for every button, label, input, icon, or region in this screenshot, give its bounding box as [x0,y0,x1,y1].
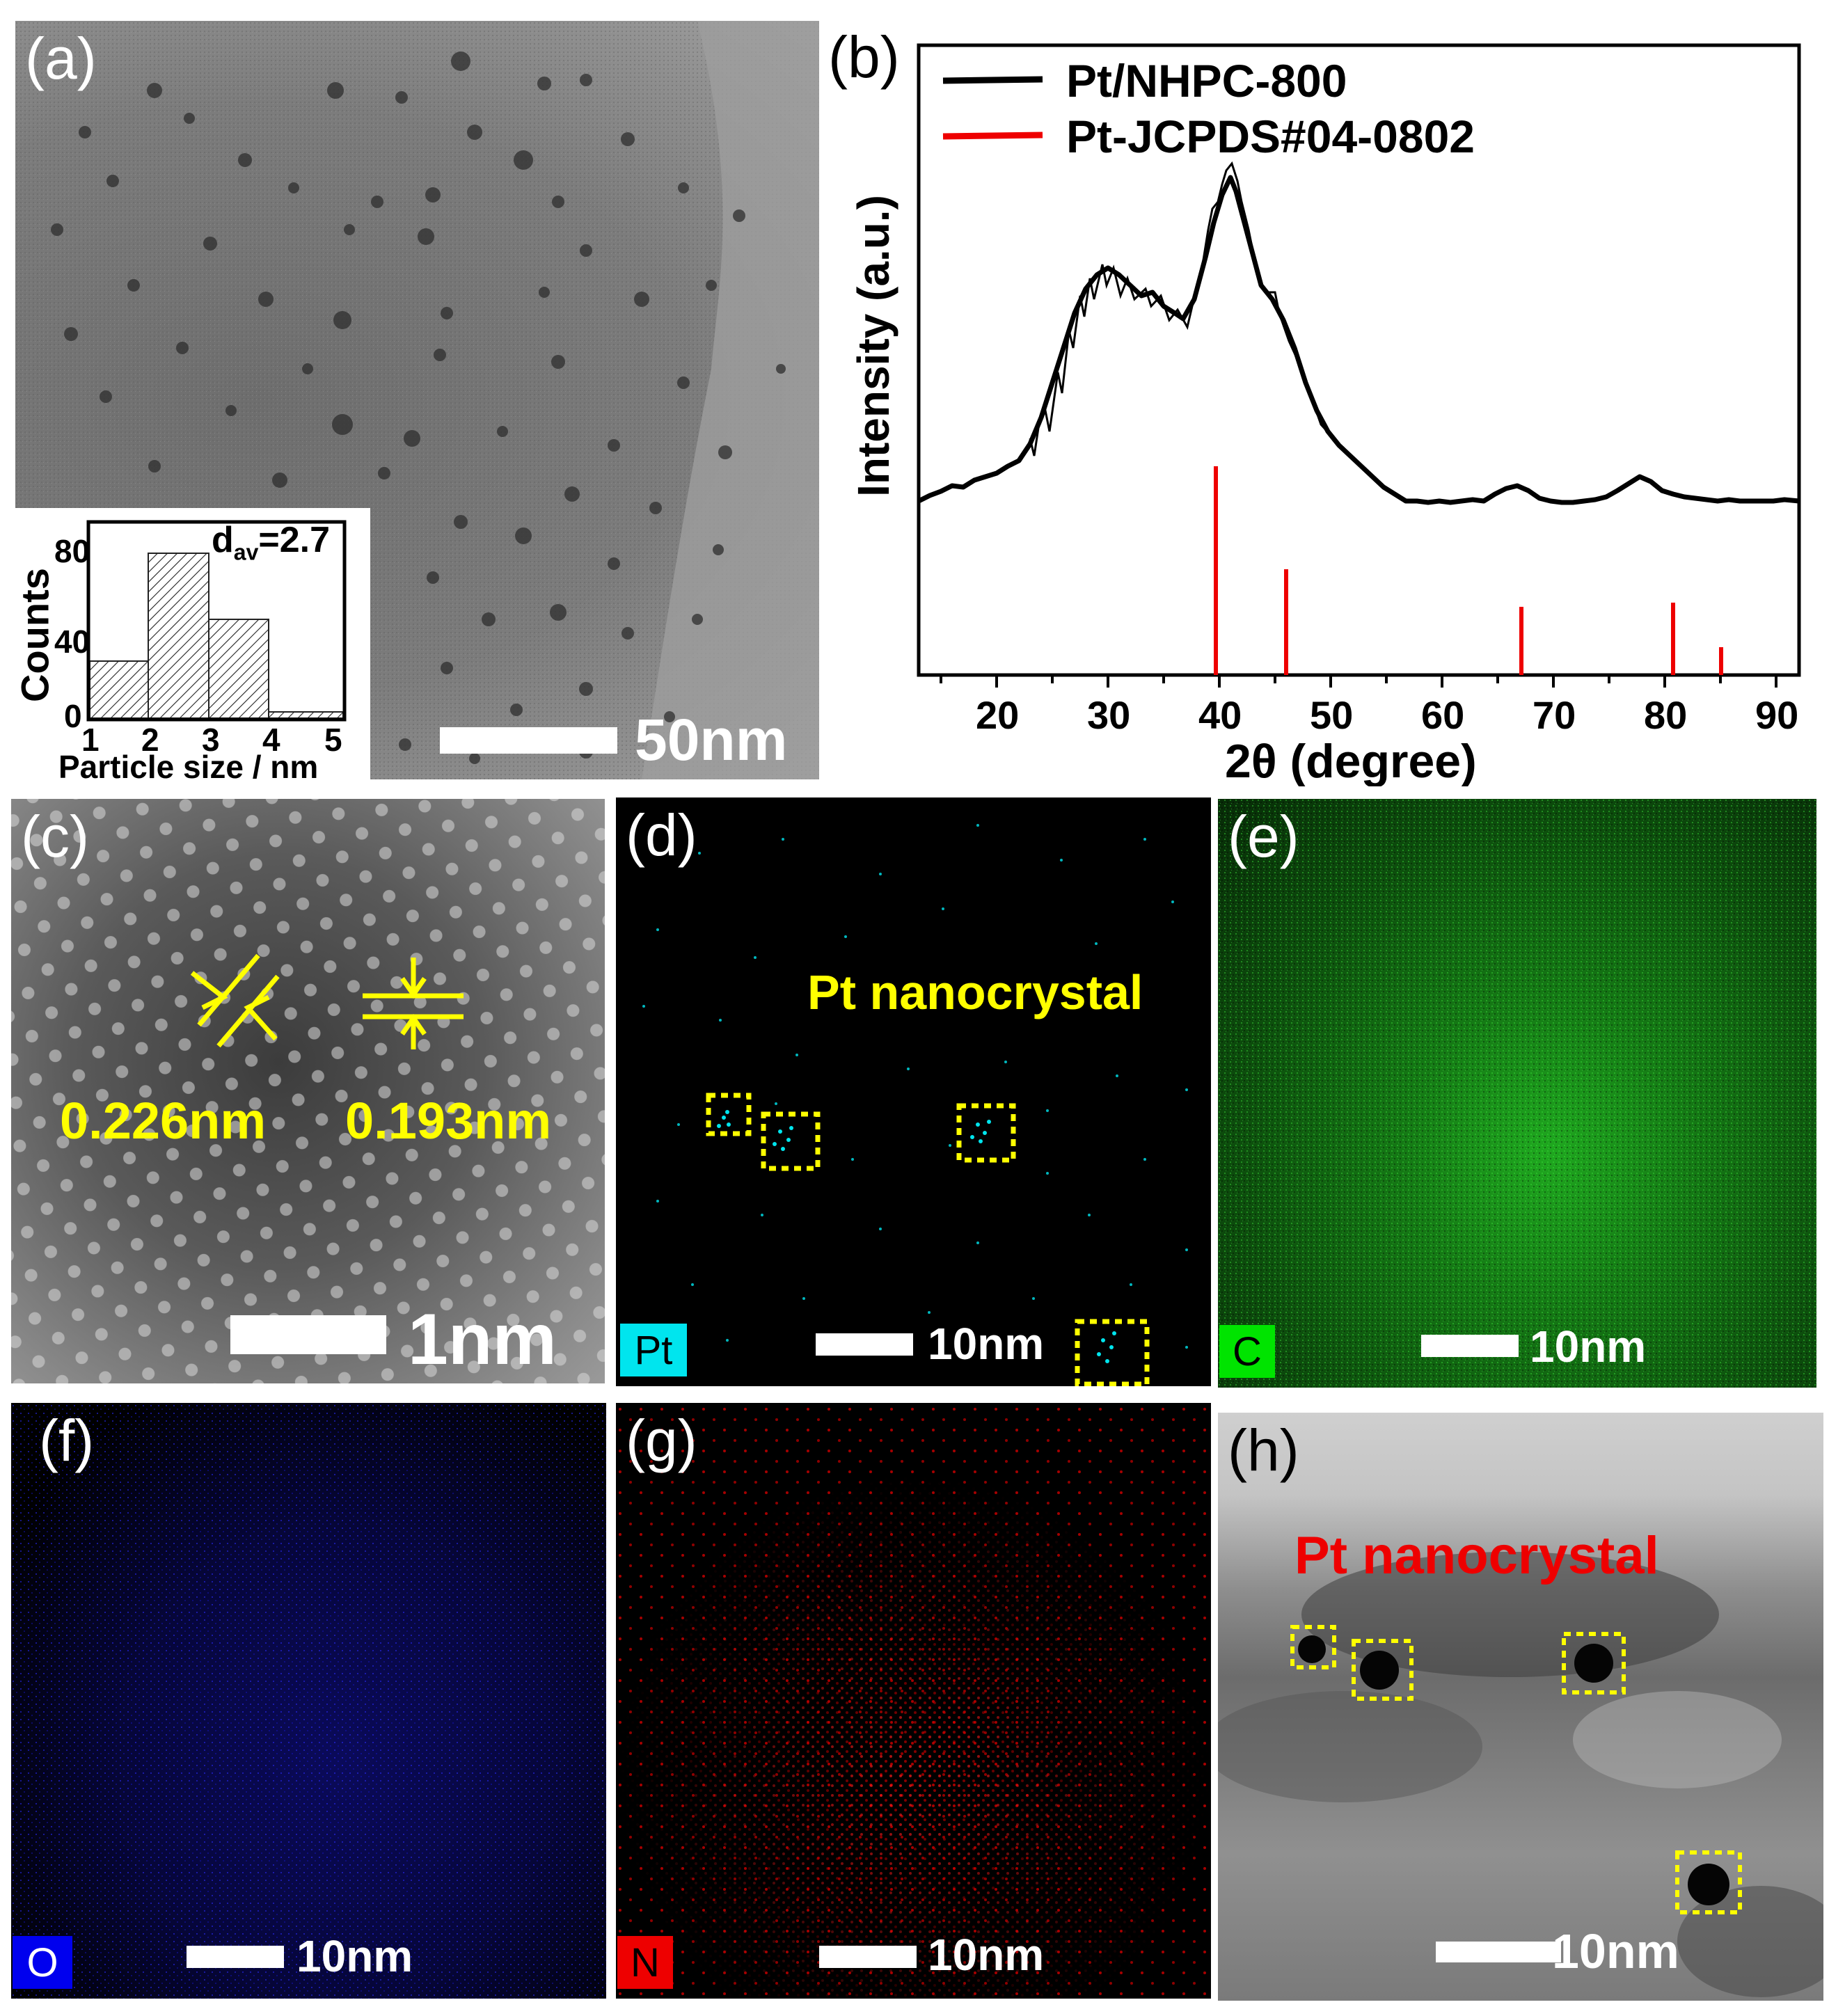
c-signal-texture [1218,799,1816,1388]
xtick-60: 60 [1421,693,1465,737]
histogram-bar-4-5 [268,711,344,719]
scale-bar-label: 10nm [928,1930,1045,1980]
histogram-bar-2-3 [148,553,209,719]
xrd-plot [917,43,1801,688]
panel-d-pt-eds-map: (d) Pt nanocrystal Pt 10nm [616,797,1211,1386]
pt-signal-dots [642,824,1188,1386]
pt-nanocrystal-boxes [1290,1625,1742,1914]
xtick-90: 90 [1755,693,1799,737]
pt-nanocrystal-label: Pt nanocrystal [1294,1526,1659,1585]
panel-label-a: (a) [25,26,97,91]
pt-nanocrystal-particles [1298,1635,1729,1905]
xtick-70: 70 [1533,693,1576,737]
scale-bar [1421,1335,1519,1357]
xtick-80: 80 [1644,693,1688,737]
histogram-inset: Counts 80 40 0 1 2 3 4 5 Particle size /… [15,508,370,779]
histogram-xtick-3: 3 [202,722,220,758]
n-signal-texture [616,1403,1211,1999]
legend-label-pt-jcpds: Pt-JCPDS#04-0802 [1066,111,1475,162]
d-spacing-label-0226: 0.226nm [60,1092,267,1150]
scale-bar-label: 10nm [928,1319,1045,1369]
legend-label-pt-nhpc-800: Pt/NHPC-800 [1066,55,1347,106]
element-badge-n: N [617,1936,673,1989]
scale-bar [819,1946,917,1968]
legend-swatch-red [942,132,1043,140]
histogram-ytick-0: 0 [64,698,82,734]
d-spacing-marker-0226 [190,953,280,1048]
particle-size-histogram [86,520,347,722]
series-pt-jcpds-04-0802 [1214,466,1723,675]
panel-b-xrd-chart: (b) Pt/NHPC-800 Pt-JCP [821,21,1845,786]
histogram-ytick-80: 80 [54,533,90,569]
scale-bar [816,1333,913,1356]
histogram-xtick-5: 5 [324,722,342,758]
scale-bar [187,1946,284,1968]
histogram-bar-3-4 [208,619,269,719]
histogram-bar-1-2 [89,660,149,719]
series-noise-overlay [1029,161,1346,457]
xtick-50: 50 [1310,693,1354,737]
x-axis-label: 2θ (degree) [1225,735,1477,786]
scale-bar-label: 1nm [408,1299,557,1380]
scale-bar [230,1315,386,1354]
panel-c-hrtem-image: (c) 0.226nm 0.193nm 1nm [11,799,605,1383]
xtick-30: 30 [1087,693,1131,737]
element-badge-o: O [13,1936,72,1989]
scale-bar-label: 10nm [296,1931,413,1981]
panel-label-b: (b) [828,24,900,90]
plot-frame [917,43,1801,677]
average-diameter-annotation: dav=2.7 [212,520,331,565]
panel-label-f: (f) [39,1408,95,1473]
histogram-y-label: Counts [15,568,57,702]
scale-bar [440,727,617,754]
o-signal-texture [11,1403,606,1999]
pt-nanocrystal-boxes [706,1093,1150,1386]
histogram-x-label: Particle size / nm [58,749,319,779]
histogram-frame [86,520,347,722]
element-badge-pt: Pt [620,1324,687,1376]
scale-bar-label: 10nm [1552,1924,1679,1978]
histogram-xtick-4: 4 [262,722,280,758]
panel-label-c: (c) [21,804,89,869]
histogram-xtick-1: 1 [81,722,100,758]
legend-swatch-black [942,76,1043,84]
panel-e-c-eds-map: (e) C 10nm [1218,799,1816,1388]
pt-nanocrystal-label: Pt nanocrystal [807,965,1143,1019]
panel-label-e: (e) [1228,804,1299,869]
scale-bar-label: 50nm [635,707,788,772]
d-spacing-marker-0193 [363,958,464,1049]
tem-texture [1218,1552,1823,1997]
element-badge-c: C [1219,1325,1275,1378]
lattice-fringes [11,799,605,1383]
panel-f-o-eds-map: (f) O 10nm [11,1403,606,1999]
series-pt-nhpc-800 [917,175,1800,505]
y-axis-label: Intensity (a.u.) [848,195,898,497]
xtick-20: 20 [976,693,1020,737]
scale-bar [1436,1942,1561,1962]
histogram-xtick-2: 2 [141,722,159,758]
scale-bar-label: 10nm [1530,1321,1647,1372]
panel-a-tem-image: (a) Counts 80 40 0 1 2 3 4 5 Particle si… [15,21,819,779]
panel-g-n-eds-map: (g) N 10nm [616,1403,1211,1999]
histogram-ytick-40: 40 [54,624,90,660]
panel-h-tem-image: (h) Pt nanocrystal 10nm [1218,1413,1823,2001]
xtick-40: 40 [1198,693,1242,737]
panel-label-h: (h) [1228,1418,1299,1483]
panel-label-g: (g) [626,1408,697,1473]
d-spacing-label-0193: 0.193nm [345,1092,552,1150]
panel-label-d: (d) [626,802,697,868]
